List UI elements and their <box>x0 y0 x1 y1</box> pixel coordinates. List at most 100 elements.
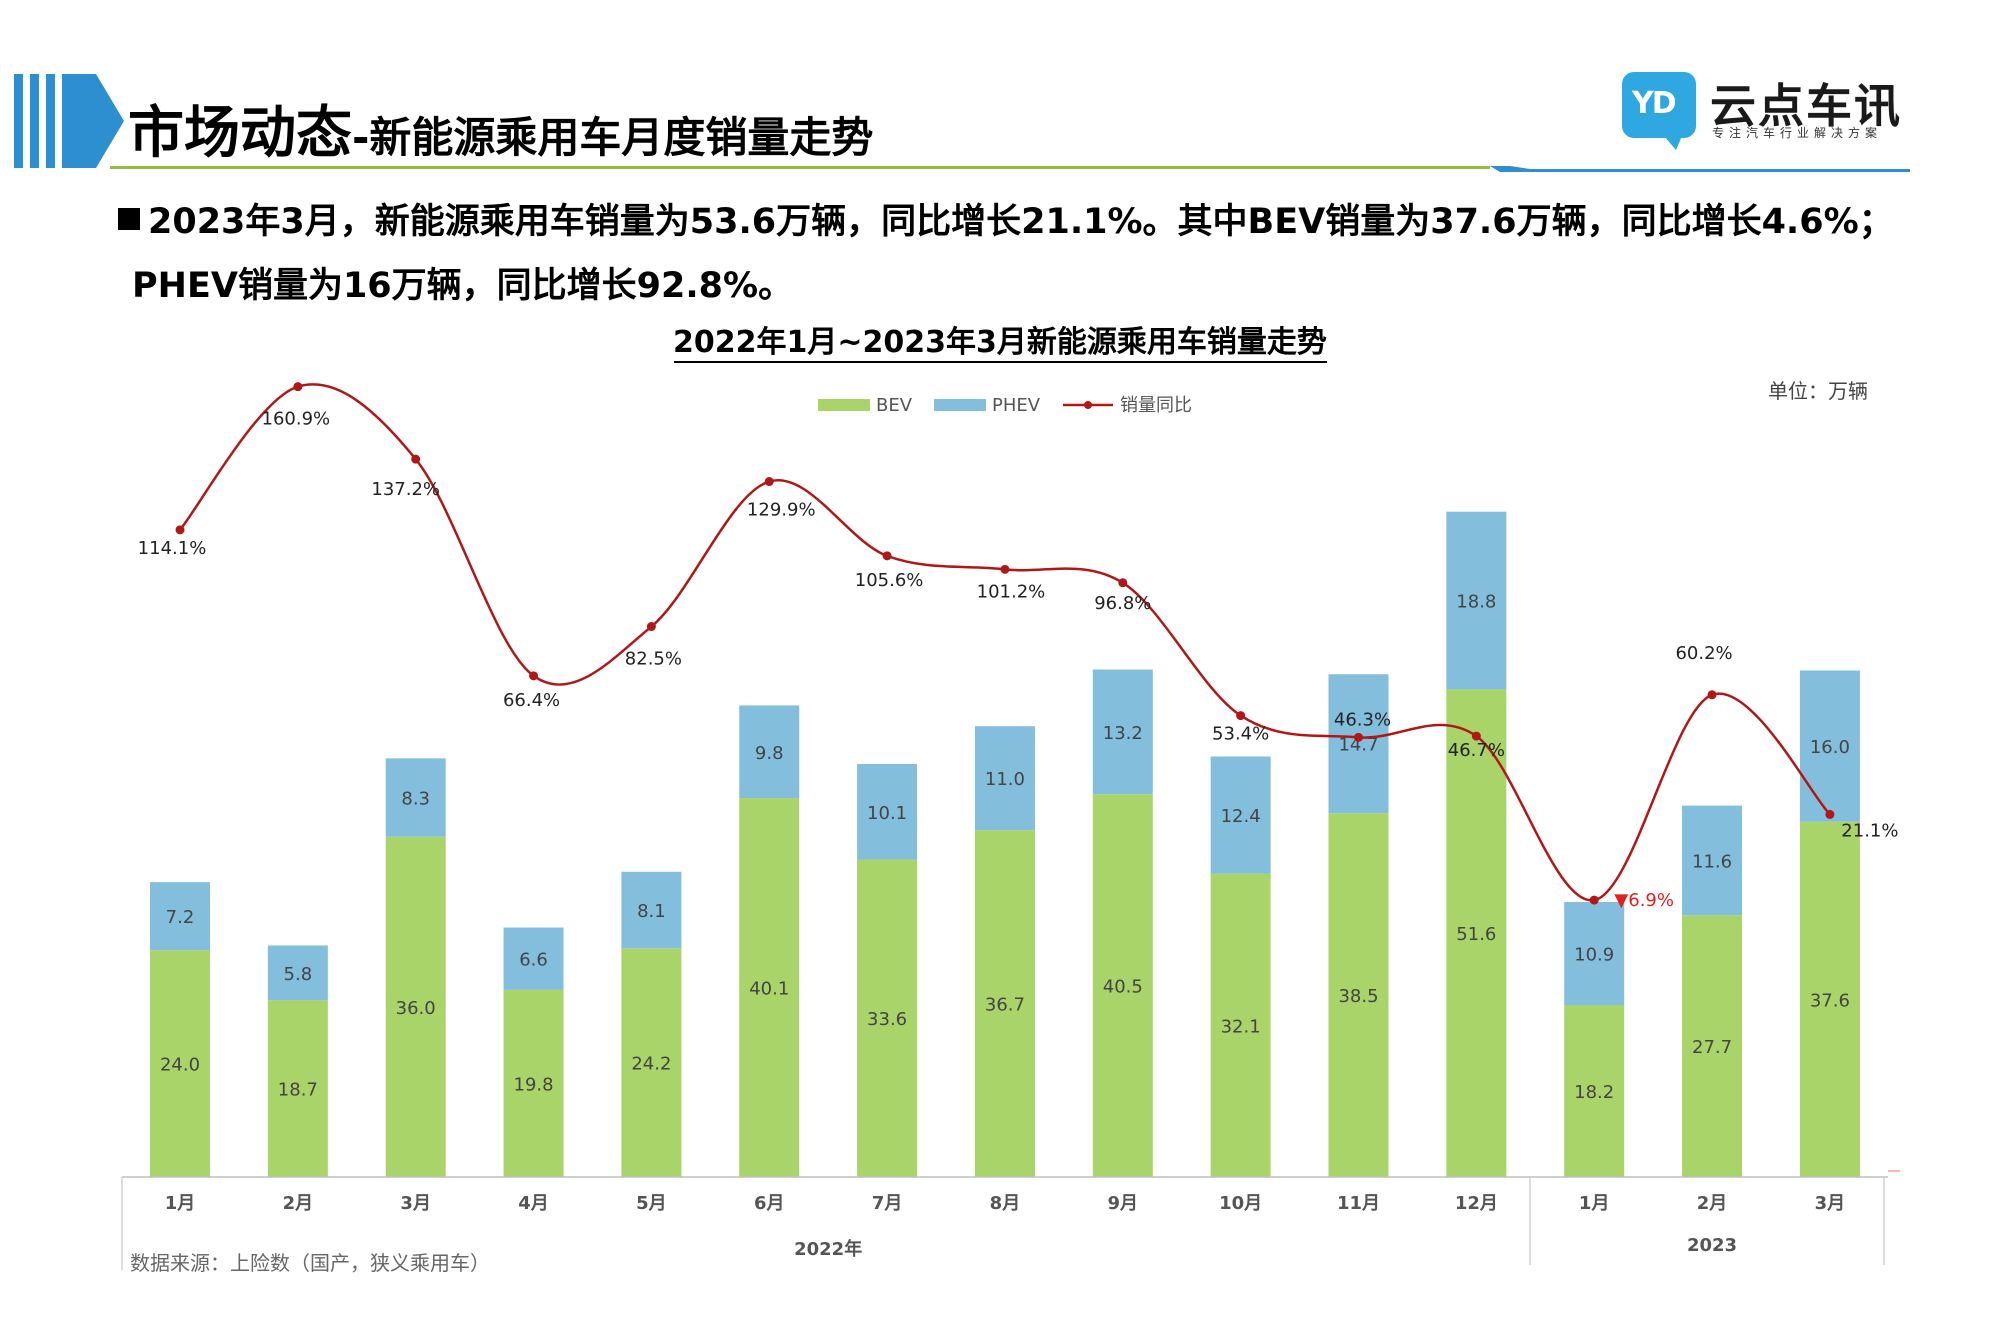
page-title: 市场动态-新能源乘用车月度销量走势 <box>128 88 873 169</box>
yoy-point <box>882 551 892 561</box>
header-arrow-icon <box>14 74 124 168</box>
bar-phev <box>1328 674 1389 814</box>
bar-phev <box>739 705 800 799</box>
page-title-sub: -新能源乘用车月度销量走势 <box>352 113 874 162</box>
yoy-point <box>175 525 185 535</box>
yoy-data-label: 53.4% <box>1212 724 1269 745</box>
brand-name: 云点车讯 <box>1710 79 1902 133</box>
data-label-phev: 18.8 <box>1456 592 1496 613</box>
summary-line-1: 2023年3月，新能源乘用车销量为53.6万辆，同比增长21.1%。其中BEV销… <box>118 190 1918 254</box>
bar-phev <box>150 882 210 951</box>
yoy-point <box>764 477 774 487</box>
yoy-data-label: 46.3% <box>1334 709 1391 730</box>
x-tick-label: 8月 <box>990 1193 1021 1214</box>
bar-bev <box>739 798 800 1177</box>
data-label-phev: 8.3 <box>401 789 430 810</box>
yoy-point <box>411 454 421 464</box>
yoy-point <box>1589 895 1599 905</box>
brand-tagline: 专注汽车行业解决方案 <box>1712 126 1883 140</box>
bar-bev <box>974 830 1035 1177</box>
data-label-bev: 37.6 <box>1810 990 1850 1011</box>
bar-phev <box>1446 511 1507 690</box>
x-tick-label: 12月 <box>1455 1193 1498 1214</box>
yoy-data-label: 96.8% <box>1094 593 1151 614</box>
bar-phev <box>385 758 446 837</box>
brand-logo-icon: YD <box>1622 72 1696 138</box>
bar-bev <box>1682 915 1743 1177</box>
data-label-phev: 11.6 <box>1692 851 1732 872</box>
data-label-bev: 33.6 <box>867 1009 907 1030</box>
data-label-bev: 24.2 <box>631 1054 671 1075</box>
x-group-label: 2023 <box>1687 1235 1737 1256</box>
bar-bev <box>621 948 682 1177</box>
x-tick-label: 6月 <box>754 1193 785 1214</box>
bar-phev <box>1564 902 1625 1006</box>
bar-bev <box>857 859 918 1177</box>
bar-phev <box>1092 669 1153 795</box>
chart-source: 数据来源：上险数（国产，狭义乘用车） <box>130 1251 490 1275</box>
data-label-phev: 8.1 <box>637 901 666 922</box>
bar-bev <box>385 836 446 1177</box>
x-tick-label: 10月 <box>1219 1193 1262 1214</box>
bar-phev <box>974 726 1035 831</box>
yoy-data-label: 101.2% <box>977 581 1046 602</box>
yoy-data-label: 66.4% <box>503 690 560 711</box>
bar-phev <box>267 945 328 1001</box>
data-label-phev: 9.8 <box>755 743 784 764</box>
data-label-bev: 40.5 <box>1103 977 1143 998</box>
bar-bev <box>1446 689 1507 1177</box>
bar-phev <box>857 764 918 860</box>
bar-bev <box>1328 813 1389 1177</box>
yoy-point <box>646 622 656 632</box>
yoy-point <box>1825 809 1835 819</box>
yoy-point <box>1707 690 1717 700</box>
data-label-phev: 10.9 <box>1574 945 1614 966</box>
data-label-bev: 19.8 <box>514 1074 554 1095</box>
yoy-data-label: 46.7% <box>1448 740 1505 761</box>
x-tick-label: 9月 <box>1108 1193 1139 1214</box>
yoy-point <box>1118 578 1128 588</box>
data-label-phev: 10.1 <box>867 803 907 824</box>
x-tick-label: 2月 <box>1697 1193 1728 1214</box>
x-tick-label: 7月 <box>872 1193 903 1214</box>
yoy-point <box>1000 564 1010 574</box>
legend-swatch-bev <box>818 399 870 411</box>
data-label-bev: 24.0 <box>160 1055 200 1076</box>
header-divider <box>110 166 1910 172</box>
bar-phev <box>1799 670 1860 822</box>
data-label-bev: 36.7 <box>985 995 1025 1016</box>
data-label-bev: 27.7 <box>1692 1037 1732 1058</box>
summary-text: 2023年3月，新能源乘用车销量为53.6万辆，同比增长21.1%。其中BEV销… <box>118 190 1918 318</box>
data-label-bev: 40.1 <box>749 979 789 1000</box>
legend-label-yoy: 销量同比 <box>1120 395 1192 416</box>
x-tick-label: 2月 <box>283 1193 314 1214</box>
data-label-phev: 13.2 <box>1103 723 1143 744</box>
bar-bev <box>267 1000 328 1177</box>
bar-phev <box>1682 805 1743 916</box>
x-tick-label: 3月 <box>1815 1193 1846 1214</box>
legend-label-phev: PHEV <box>992 395 1041 416</box>
x-tick-label: 1月 <box>1579 1193 1610 1214</box>
data-label-phev: 6.6 <box>519 950 548 971</box>
data-label-phev: 14.7 <box>1338 735 1378 756</box>
bar-phev <box>1210 756 1271 874</box>
yoy-data-label: 60.2% <box>1675 643 1732 664</box>
bar-bev <box>1210 873 1271 1177</box>
x-tick-label: 5月 <box>636 1193 667 1214</box>
data-label-bev: 18.2 <box>1574 1082 1614 1103</box>
page-title-main: 市场动态 <box>128 101 352 166</box>
bullet-square-icon <box>118 208 140 230</box>
data-label-phev: 12.4 <box>1221 806 1261 827</box>
yoy-point <box>1354 732 1363 742</box>
yoy-data-label: 129.9% <box>747 500 816 521</box>
data-label-bev: 32.1 <box>1221 1016 1261 1037</box>
legend-marker-yoy <box>1084 401 1092 409</box>
brand-logo-tail <box>1664 136 1682 150</box>
yoy-data-label: 21.1% <box>1841 820 1898 841</box>
legend-swatch-phev <box>934 399 986 411</box>
x-tick-label: 1月 <box>165 1193 196 1214</box>
data-label-phev: 11.0 <box>985 769 1025 790</box>
bar-bev <box>150 950 210 1177</box>
yoy-data-label: 105.6% <box>855 570 924 591</box>
yoy-data-label: 114.1% <box>138 538 207 559</box>
